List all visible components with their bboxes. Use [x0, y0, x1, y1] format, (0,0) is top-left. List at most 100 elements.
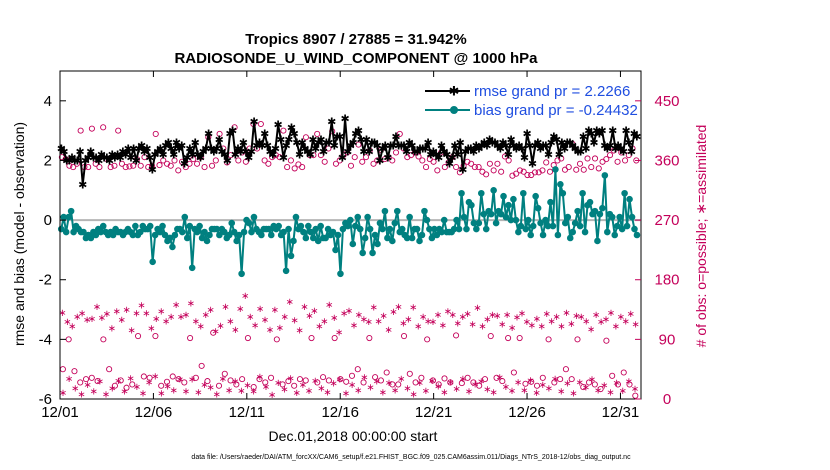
y-tick-label: -6: [39, 391, 52, 408]
obs-possible-point: [167, 162, 174, 169]
rmse-point: ✱: [231, 148, 240, 161]
obs-possible-point: [447, 379, 454, 386]
obs-possible-point: [574, 336, 581, 343]
obs-possible-point: [187, 334, 194, 342]
obs-possible-point: [215, 382, 223, 389]
rmse-point: ✱: [207, 143, 216, 156]
obs-possible-point: [244, 334, 251, 342]
bias-point: [591, 207, 599, 215]
obs-possible-point: [360, 379, 367, 386]
obs-assimilated-point: ∗: [207, 383, 215, 394]
obs-assimilated-point: ∗: [375, 316, 383, 327]
rmse-point: ✱: [474, 143, 483, 156]
bias-point: [297, 222, 305, 230]
bias-point: [480, 210, 488, 218]
bias-point: [225, 231, 233, 239]
rmse-point: ✱: [266, 146, 275, 159]
obs-assimilated-point: ∗: [299, 380, 307, 391]
rmse-point: ✱: [573, 146, 582, 159]
obs-possible-point: [418, 374, 425, 381]
bias-point: [527, 231, 535, 239]
obs-possible-point: [175, 167, 182, 174]
obs-assimilated-point: ∗: [256, 372, 264, 383]
obs-assimilated-point: ∗: [305, 386, 313, 397]
bias-point: [188, 264, 196, 272]
obs-possible-point: [302, 377, 309, 384]
rmse-point: ✱: [201, 143, 210, 156]
rmse-point: ✱: [517, 143, 526, 156]
obs-possible-point: [77, 379, 84, 386]
bias-point: [579, 189, 586, 197]
obs-assimilated-point: ∗: [483, 385, 491, 396]
obs-possible-point: [314, 130, 321, 137]
obs-possible-point: [528, 171, 535, 179]
rmse-point: ✱: [630, 128, 639, 141]
rmse-point: ✱: [166, 143, 175, 156]
obs-assimilated-point: ∗: [576, 377, 584, 388]
obs-assimilated-point: ∗: [59, 388, 67, 399]
obs-possible-point: [481, 376, 489, 383]
obs-assimilated-point: ∗: [434, 310, 442, 321]
bias-point: [198, 234, 206, 242]
bias-point: [539, 231, 547, 239]
obs-possible-point: [499, 378, 506, 385]
obs-possible-point: [262, 379, 269, 386]
obs-possible-point: [71, 368, 78, 375]
rmse-point: ✱: [314, 137, 323, 150]
bias-point: [80, 228, 87, 236]
bias-point: [206, 231, 213, 239]
rmse-point: ✱: [191, 137, 200, 150]
obs-possible-point: [441, 375, 448, 382]
bias-point: [490, 186, 497, 194]
bias-point: [626, 195, 633, 203]
rmse-point: ✱: [335, 131, 344, 144]
obs-possible-point: [284, 164, 291, 171]
obs-assimilated-point: ∗: [276, 323, 284, 334]
obs-assimilated-point: ∗: [399, 318, 407, 329]
obs-assimilated-point: ∗: [551, 374, 559, 385]
obs-assimilated-point: ∗: [502, 382, 510, 393]
bias-point: [428, 234, 436, 242]
rmse-point: ✱: [490, 137, 499, 150]
rmse-point: ✱: [525, 140, 534, 153]
bias-point: [510, 195, 517, 203]
obs-possible-point: [325, 145, 332, 152]
obs-possible-point: [389, 157, 396, 164]
obs-assimilated-point: ∗: [478, 322, 486, 333]
obs-possible-point: [314, 379, 321, 386]
obs-possible-point: [586, 379, 593, 386]
obs-possible-point: [396, 130, 403, 137]
obs-assimilated-point: ∗: [518, 308, 526, 319]
x-tick-label: 12/26: [508, 404, 546, 421]
obs-assimilated-point: ∗: [350, 320, 358, 331]
bias-point: [564, 213, 572, 221]
rmse-point: ✱: [512, 143, 521, 156]
obs-assimilated-point: ∗: [627, 309, 635, 320]
bias-point: [433, 231, 441, 239]
obs-possible-point: [614, 158, 621, 165]
obs-assimilated-point: ∗: [513, 312, 521, 323]
obs-assimilated-point: ∗: [262, 382, 270, 393]
rmse-point: ✱: [426, 148, 435, 161]
obs-assimilated-point: ∗: [182, 310, 190, 321]
bias-point: [552, 166, 559, 173]
bias-point: [359, 249, 366, 257]
obs-possible-point: [212, 157, 219, 164]
bias-point: [65, 213, 72, 221]
rmse-point: ✱: [498, 137, 507, 150]
bias-point: [557, 181, 564, 188]
bias-point: [413, 225, 421, 233]
obs-possible-point: [299, 164, 306, 171]
obs-assimilated-point: ∗: [366, 383, 374, 394]
obs-assimilated-point: ∗: [404, 314, 412, 325]
obs-assimilated-point: ∗: [538, 322, 546, 333]
obs-possible-point: [261, 157, 268, 164]
obs-possible-point: [182, 164, 189, 171]
rmse-point: ✱: [549, 131, 558, 144]
rmse-point: ✱: [172, 137, 181, 150]
rmse-line: [60, 117, 638, 186]
rmse-point: ✱: [584, 125, 593, 138]
bias-point: [201, 228, 208, 236]
obs-possible-point: [96, 164, 103, 171]
obs-possible-point: [483, 171, 490, 178]
